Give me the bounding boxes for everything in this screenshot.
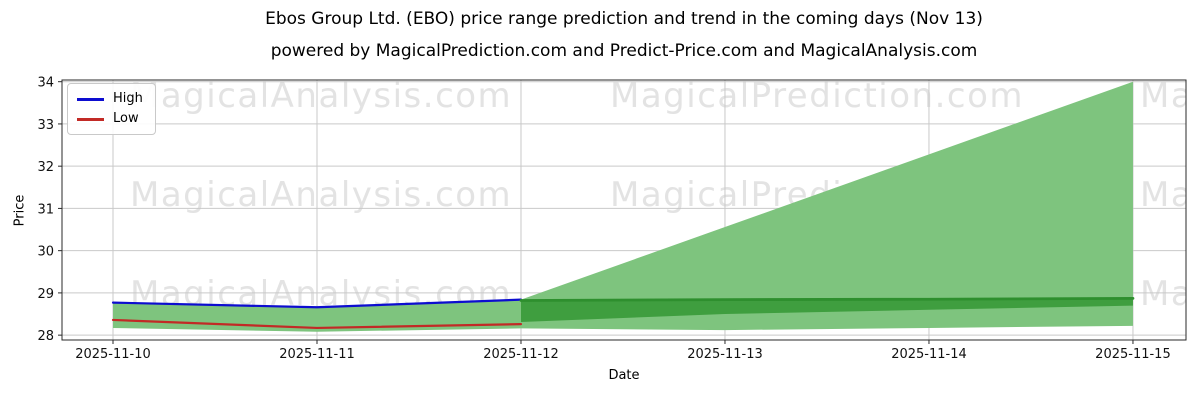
- watermark-text: MagicalAnalysis.com: [1140, 274, 1200, 314]
- y-tick-label: 29: [37, 287, 54, 302]
- watermark-text: MagicalPrediction.com: [610, 76, 1024, 116]
- x-tick-label: 2025-11-11: [279, 347, 355, 362]
- legend-item-high: High: [77, 89, 143, 109]
- line-high: [111, 298, 523, 309]
- watermark-text: MagicalAnalysis.com: [130, 175, 512, 215]
- area-prediction-core-band: [520, 298, 1133, 323]
- y-tick-label: 30: [37, 245, 54, 260]
- plot-border: [61, 79, 1187, 341]
- series-layer: [111, 81, 1135, 332]
- legend-label: Low: [113, 111, 139, 126]
- y-tick-label: 32: [37, 160, 54, 175]
- legend-label: High: [113, 91, 143, 106]
- x-tick-label: 2025-11-14: [891, 347, 967, 362]
- x-tick-label: 2025-11-12: [483, 347, 559, 362]
- chart-subtitle: powered by MagicalPrediction.com and Pre…: [270, 41, 978, 61]
- line-low: [111, 318, 523, 330]
- line-trend: [519, 296, 1135, 302]
- y-tick-label: 33: [37, 118, 54, 133]
- watermark-text: MagicalAnalysis.com: [130, 76, 512, 116]
- x-axis-label: Date: [608, 368, 640, 383]
- x-tick-label: 2025-11-15: [1095, 347, 1171, 362]
- legend-item-low: Low: [77, 109, 143, 129]
- x-tick-label: 2025-11-13: [687, 347, 763, 362]
- area-prediction-range-cone: [520, 81, 1133, 331]
- watermark-text: MagicalAnalysis.com: [1140, 76, 1200, 116]
- y-tick-label: 28: [37, 329, 54, 344]
- legend: High Low: [67, 83, 156, 135]
- x-tick-label: 2025-11-10: [75, 347, 151, 362]
- legend-line-icon: [77, 117, 104, 121]
- watermark-text: MagicalAnalysis.com: [1140, 175, 1200, 215]
- y-tick-label: 34: [37, 76, 54, 91]
- legend-line-icon: [77, 97, 104, 101]
- chart-title: Ebos Group Ltd. (EBO) price range predic…: [265, 9, 983, 29]
- y-tick-label: 31: [37, 202, 54, 217]
